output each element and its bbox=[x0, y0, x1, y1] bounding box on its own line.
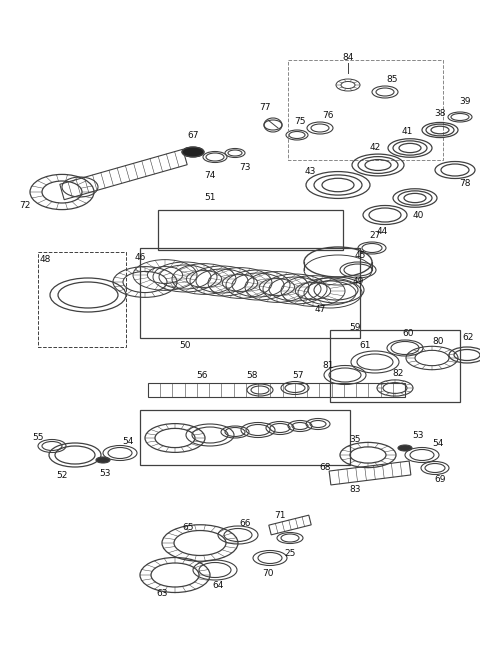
Text: 63: 63 bbox=[156, 588, 168, 597]
Text: 62: 62 bbox=[462, 333, 474, 343]
Text: 40: 40 bbox=[412, 210, 424, 219]
Ellipse shape bbox=[398, 445, 412, 451]
Text: 77: 77 bbox=[259, 102, 271, 111]
Bar bbox=[140, 248, 360, 338]
Text: 53: 53 bbox=[99, 470, 111, 479]
Text: 69: 69 bbox=[434, 476, 446, 485]
Text: 58: 58 bbox=[246, 371, 258, 381]
Text: 82: 82 bbox=[392, 369, 404, 379]
Text: 61: 61 bbox=[359, 341, 371, 350]
Text: 49: 49 bbox=[352, 278, 364, 286]
Text: 70: 70 bbox=[262, 569, 274, 578]
Bar bbox=[38, 252, 126, 347]
Text: 78: 78 bbox=[459, 179, 471, 187]
Ellipse shape bbox=[182, 147, 204, 157]
Bar bbox=[158, 210, 343, 250]
Bar bbox=[288, 60, 443, 160]
Text: 43: 43 bbox=[304, 168, 316, 176]
Text: 81: 81 bbox=[322, 360, 334, 369]
Text: 66: 66 bbox=[239, 519, 251, 527]
Text: 73: 73 bbox=[239, 164, 251, 172]
Bar bbox=[330, 330, 460, 402]
Text: 76: 76 bbox=[322, 111, 334, 119]
Text: 54: 54 bbox=[122, 438, 134, 447]
Text: 41: 41 bbox=[401, 126, 413, 136]
Text: 64: 64 bbox=[212, 582, 224, 591]
Text: 46: 46 bbox=[134, 253, 146, 263]
Text: 53: 53 bbox=[412, 430, 424, 440]
Text: 25: 25 bbox=[284, 548, 296, 557]
Text: 52: 52 bbox=[56, 470, 68, 479]
Text: 84: 84 bbox=[342, 54, 354, 62]
Text: 55: 55 bbox=[32, 434, 44, 443]
Text: 47: 47 bbox=[314, 305, 326, 314]
Text: 80: 80 bbox=[432, 337, 444, 346]
Text: 42: 42 bbox=[370, 143, 381, 153]
Ellipse shape bbox=[96, 457, 110, 463]
Text: 54: 54 bbox=[432, 438, 444, 447]
Text: 38: 38 bbox=[434, 109, 446, 117]
Text: 56: 56 bbox=[196, 371, 208, 379]
Text: 71: 71 bbox=[274, 510, 286, 519]
Text: 67: 67 bbox=[187, 130, 199, 140]
Bar bbox=[140, 410, 350, 465]
Text: 68: 68 bbox=[319, 464, 331, 472]
Text: 57: 57 bbox=[292, 371, 304, 379]
Text: 85: 85 bbox=[386, 75, 398, 84]
Text: 45: 45 bbox=[354, 250, 366, 259]
Text: 39: 39 bbox=[459, 98, 471, 107]
Text: 72: 72 bbox=[19, 200, 31, 210]
Text: 60: 60 bbox=[402, 329, 414, 337]
Text: 44: 44 bbox=[376, 227, 388, 236]
Text: 83: 83 bbox=[349, 485, 361, 495]
Text: 65: 65 bbox=[182, 523, 194, 533]
Text: 59: 59 bbox=[349, 324, 361, 333]
Text: 75: 75 bbox=[294, 117, 306, 126]
Text: 74: 74 bbox=[204, 170, 216, 179]
Text: 27: 27 bbox=[369, 231, 381, 240]
Text: 51: 51 bbox=[204, 193, 216, 202]
Text: 35: 35 bbox=[349, 436, 361, 445]
Text: 48: 48 bbox=[39, 255, 51, 265]
Text: 50: 50 bbox=[179, 341, 191, 350]
